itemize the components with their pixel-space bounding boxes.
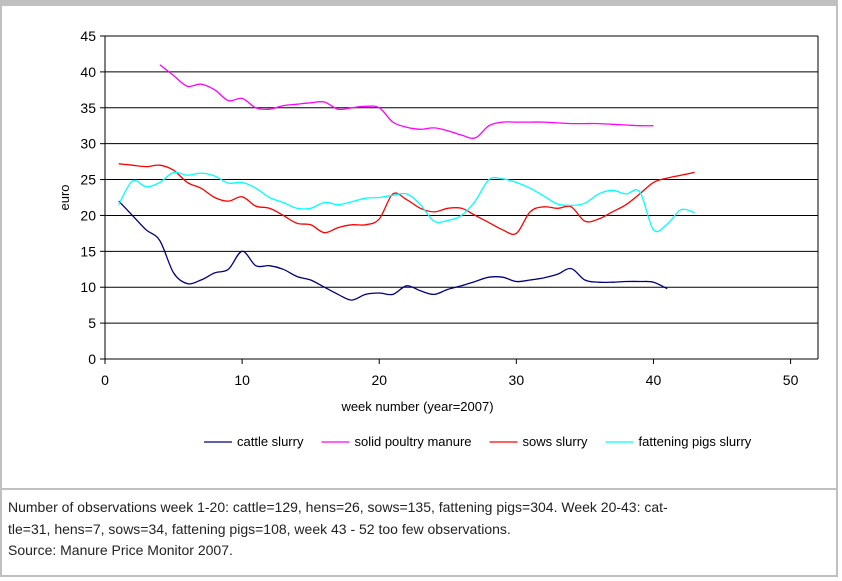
y-tick-label: 10 <box>80 279 96 295</box>
y-tick-label: 25 <box>80 172 96 188</box>
note-line-2: tle=31, hens=7, sows=34, fattening pigs=… <box>8 520 511 537</box>
chart-panel: 0 5 10 15 20 25 30 35 40 45 0 10 20 30 40 50 week number… <box>6 6 836 490</box>
figure-note: Number of observations week 1-20: cattle… <box>8 497 828 562</box>
y-tick-label: 45 <box>80 28 96 44</box>
series-line-1 <box>118 200 668 301</box>
series-line-3 <box>118 163 695 236</box>
x-tick-label: 30 <box>509 372 525 388</box>
x-axis-label: week number (year=2007) <box>340 399 493 414</box>
y-tick-label: 0 <box>88 351 96 367</box>
x-tick-label: 20 <box>371 372 387 388</box>
line-chart: 0 5 10 15 20 25 30 35 40 45 0 10 20 30 40 50 week number… <box>57 28 819 449</box>
y-tick-label: 40 <box>80 64 96 80</box>
y-tick-label: 5 <box>88 315 96 331</box>
x-tick-label: 0 <box>101 372 109 388</box>
legend-label-2: solid poultry manure <box>354 434 471 449</box>
note-line-3: Source: Manure Price Monitor 2007. <box>8 542 233 558</box>
separator <box>0 488 838 490</box>
y-tick-label: 15 <box>80 243 96 259</box>
series-line-4 <box>118 171 695 233</box>
x-tick-label: 40 <box>646 372 662 388</box>
legend-label-3: sows slurry <box>523 434 589 449</box>
x-tick-label: 50 <box>783 372 799 388</box>
y-tick-label: 30 <box>80 136 96 152</box>
y-tick-label: 20 <box>80 207 96 223</box>
legend-label-4: fattening pigs slurry <box>639 434 752 449</box>
series-line-2 <box>159 64 654 139</box>
y-axis-label: euro <box>57 184 72 210</box>
x-tick-label: 10 <box>234 372 250 388</box>
note-line-1: Number of observations week 1-20: cattle… <box>8 499 668 515</box>
y-tick-label: 35 <box>80 100 96 116</box>
legend-label-1: cattle slurry <box>237 434 304 449</box>
